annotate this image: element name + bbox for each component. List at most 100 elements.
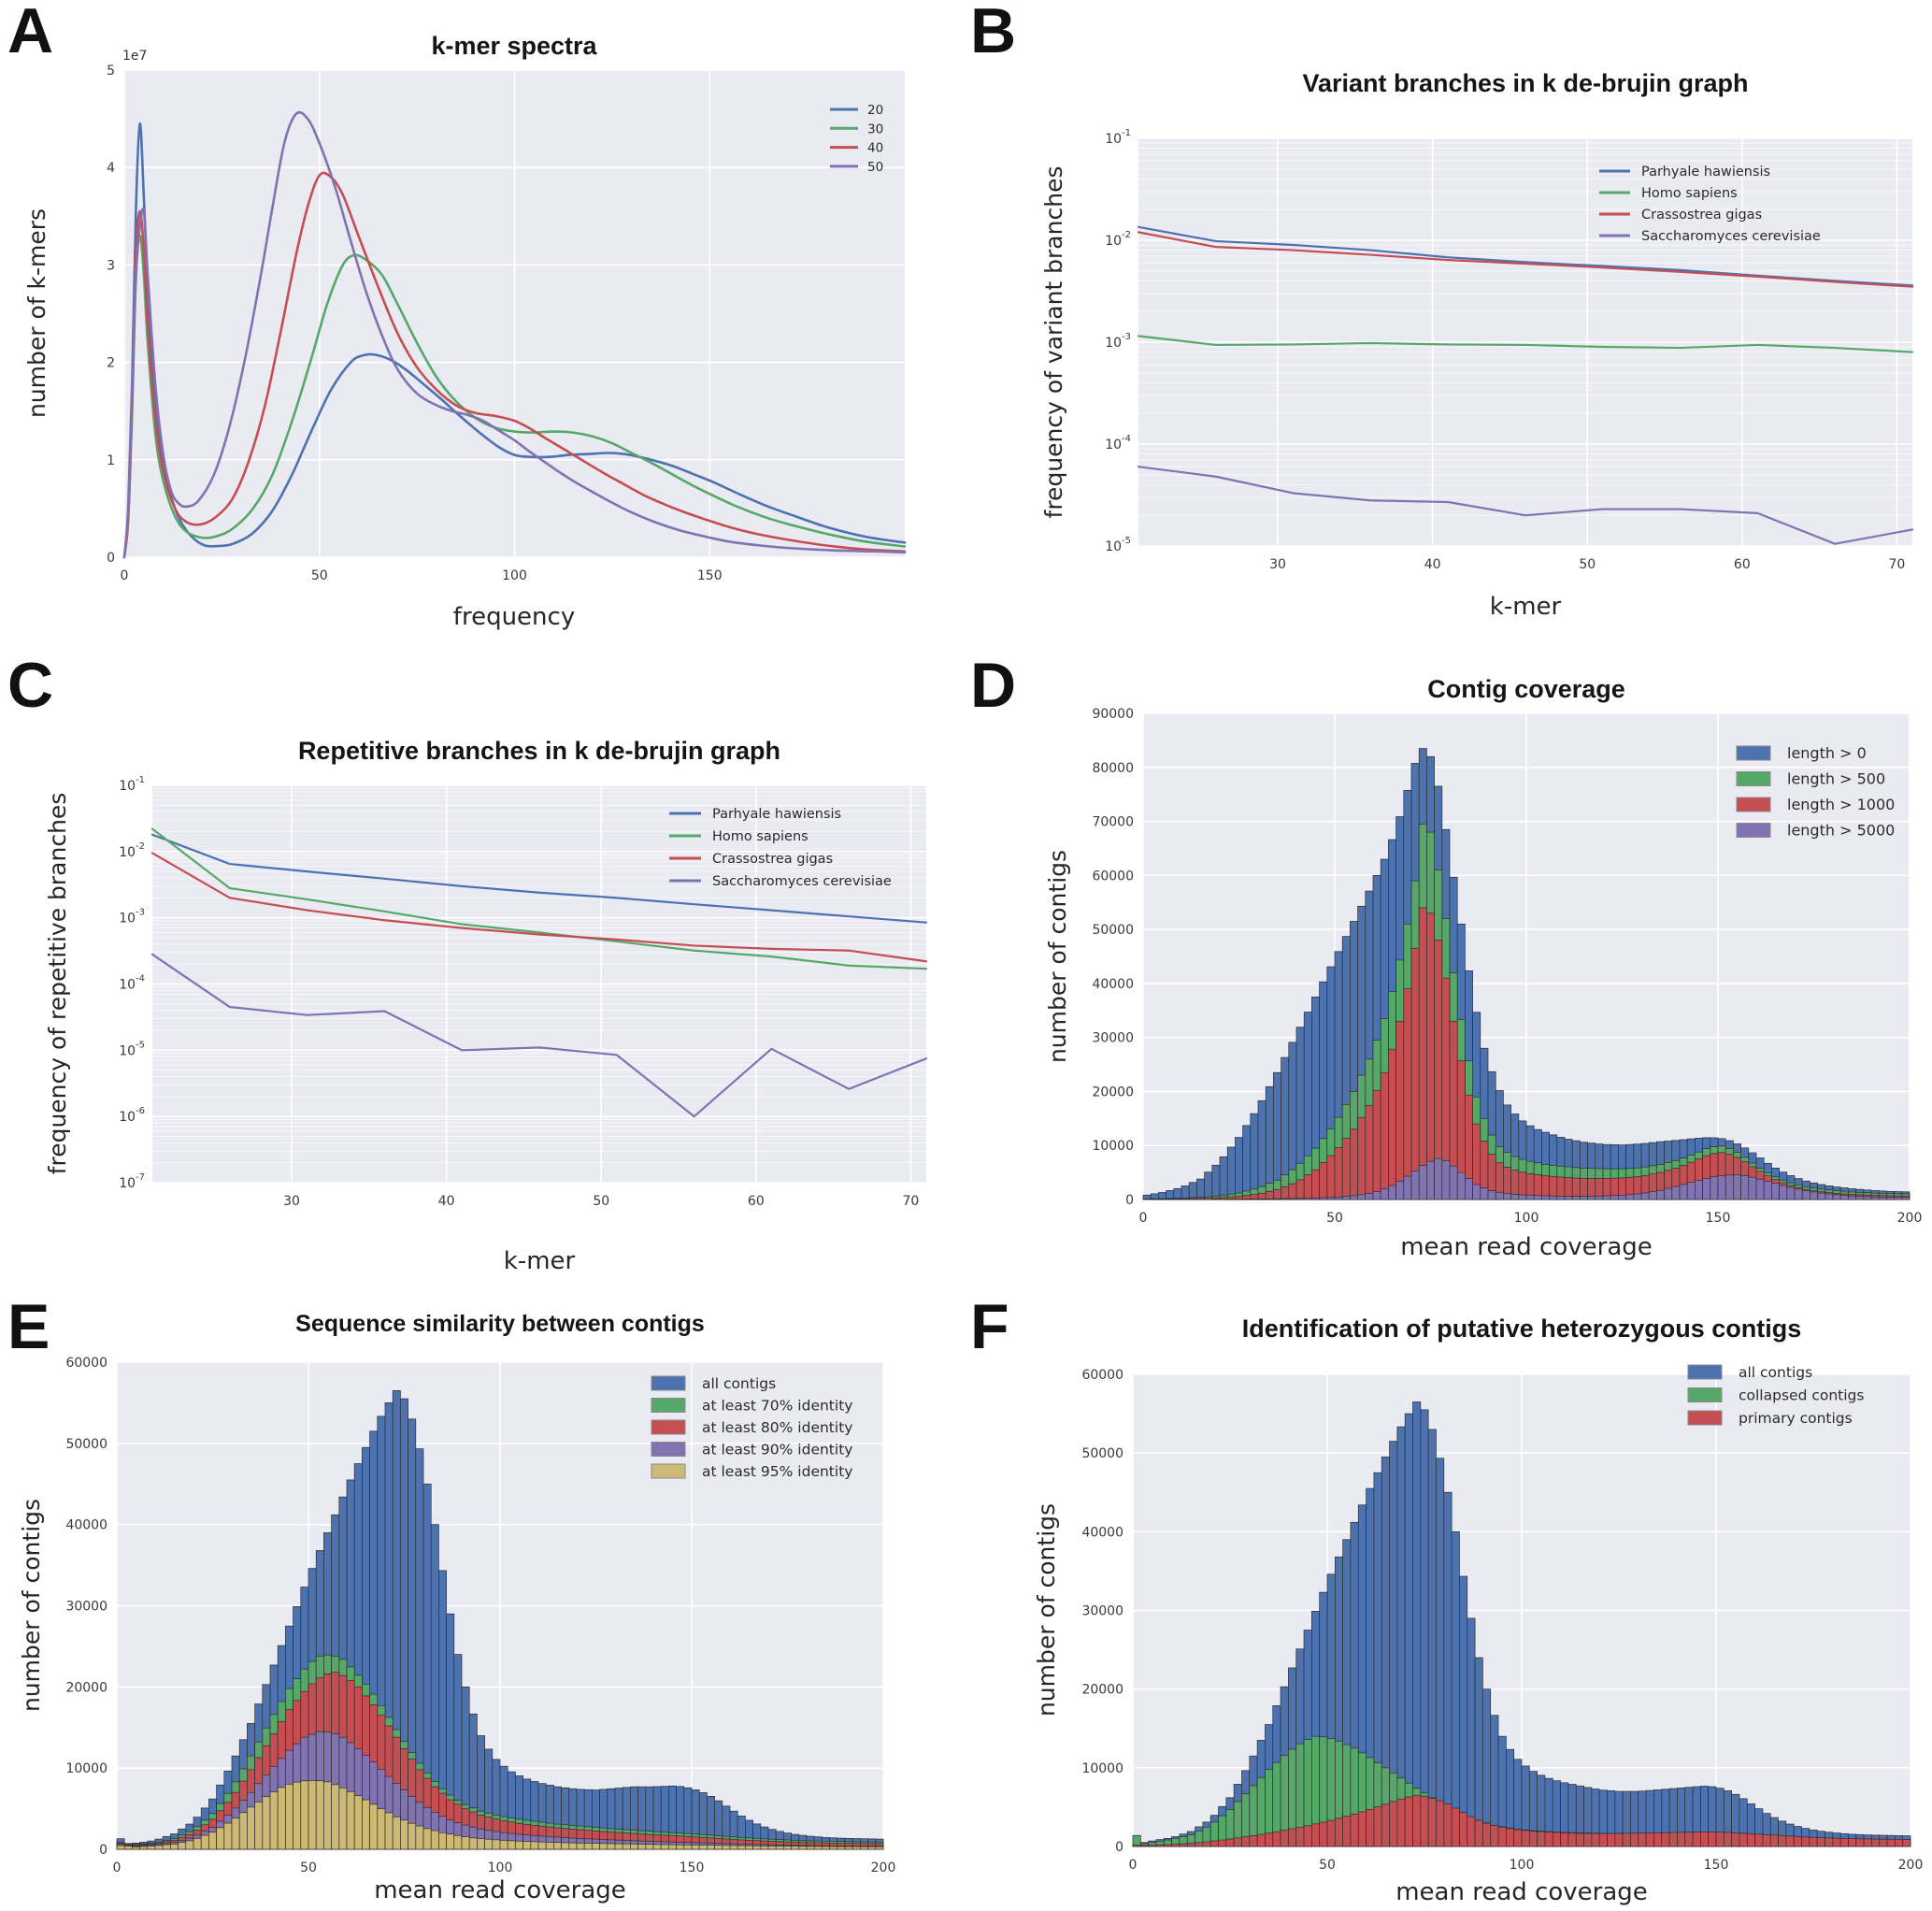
panel-e-title: Sequence similarity between contigs (295, 1311, 705, 1337)
svg-text:10-6: 10-6 (119, 1106, 145, 1125)
panel-b-xlabel: k-mer (1490, 593, 1562, 621)
svg-text:Parhyale hawiensis: Parhyale hawiensis (1641, 165, 1770, 180)
svg-text:primary contigs: primary contigs (1739, 1410, 1853, 1427)
panel-d: 0 50 100 150 200 0 10000 20000 30000 40000 50000 60… (963, 654, 1932, 1290)
svg-text:20000: 20000 (65, 1680, 107, 1695)
svg-text:10-1: 10-1 (119, 775, 145, 794)
svg-text:50: 50 (311, 568, 328, 583)
svg-text:40000: 40000 (1081, 1525, 1123, 1540)
svg-text:50000: 50000 (1081, 1446, 1123, 1461)
svg-text:10-4: 10-4 (1105, 434, 1131, 453)
svg-text:all contigs: all contigs (1739, 1364, 1812, 1381)
svg-text:80000: 80000 (1092, 761, 1134, 776)
svg-text:10-5: 10-5 (1105, 536, 1131, 554)
svg-text:10-5: 10-5 (119, 1040, 145, 1058)
svg-text:70: 70 (903, 1194, 920, 1209)
svg-text:20000: 20000 (1081, 1683, 1123, 1698)
svg-text:150: 150 (697, 568, 723, 583)
svg-text:0: 0 (113, 1861, 122, 1875)
panel-f-chart: 0 50 100 150 200 0 10000 20000 30000 40000 50000 60… (1033, 1315, 1924, 1906)
panel-d-xlabel: mean read coverage (1400, 1233, 1653, 1261)
svg-text:100: 100 (1510, 1858, 1535, 1873)
svg-text:50: 50 (867, 160, 883, 175)
svg-text:collapsed contigs: collapsed contigs (1739, 1387, 1864, 1404)
svg-text:at least 70% identity: at least 70% identity (702, 1398, 852, 1415)
svg-text:Homo sapiens: Homo sapiens (712, 829, 809, 844)
svg-text:30: 30 (283, 1194, 300, 1209)
svg-text:1: 1 (107, 453, 115, 468)
panel-e: 0 50 100 150 200 0 10000 20000 30000 40000 50000 60… (0, 1290, 963, 1911)
svg-text:length > 0: length > 0 (1787, 744, 1867, 762)
svg-text:all contigs: all contigs (702, 1375, 776, 1392)
panel-a-chart: 0 50 100 150 0 1 2 3 4 5 20 30 40 50 k-mer spectra fr… (23, 32, 907, 631)
svg-text:150: 150 (680, 1861, 705, 1875)
svg-text:100: 100 (502, 568, 527, 583)
svg-text:50: 50 (1326, 1211, 1343, 1226)
panel-a-axis-offset: 1e7 (122, 49, 147, 64)
panel-f-letter: F (970, 1291, 1009, 1362)
svg-text:100: 100 (488, 1861, 513, 1875)
svg-text:70: 70 (1889, 557, 1906, 572)
svg-text:0: 0 (121, 568, 129, 583)
svg-text:30000: 30000 (65, 1600, 107, 1615)
panel-c-xlabel: k-mer (504, 1247, 576, 1275)
panel-c: 30 40 50 60 70 10-1 10-2 10-3 10-4 10-5 10-6 10-7 Pa… (0, 654, 963, 1290)
svg-text:at least 90% identity: at least 90% identity (702, 1442, 852, 1458)
svg-text:length > 5000: length > 5000 (1787, 822, 1895, 840)
svg-text:Crassostrea gigas: Crassostrea gigas (712, 852, 833, 867)
svg-text:40: 40 (867, 141, 883, 156)
panel-b-letter: B (970, 0, 1016, 66)
panel-f-title: Identification of putative heterozygous … (1242, 1315, 1802, 1343)
panel-e-xlabel: mean read coverage (374, 1876, 626, 1904)
svg-text:60000: 60000 (1092, 869, 1134, 884)
svg-text:150: 150 (1706, 1211, 1731, 1226)
svg-text:50: 50 (593, 1194, 609, 1209)
svg-text:10-2: 10-2 (119, 841, 145, 860)
svg-text:30000: 30000 (1081, 1604, 1123, 1619)
svg-text:40: 40 (1424, 557, 1441, 572)
svg-text:10-2: 10-2 (1105, 230, 1131, 249)
svg-text:30: 30 (867, 122, 883, 136)
panel-b-title: Variant branches in k de-brujin graph (1302, 69, 1748, 97)
panel-c-ylabel: frequency of repetitive branches (44, 793, 71, 1175)
svg-text:30: 30 (1269, 557, 1286, 572)
svg-text:Crassostrea gigas: Crassostrea gigas (1641, 208, 1762, 223)
svg-text:40000: 40000 (65, 1518, 107, 1533)
panel-d-ylabel: number of contigs (1044, 850, 1071, 1063)
svg-text:150: 150 (1704, 1858, 1729, 1873)
svg-text:at least 80% identity: at least 80% identity (702, 1419, 852, 1436)
panel-f-xlabel: mean read coverage (1395, 1878, 1648, 1906)
svg-text:length > 500: length > 500 (1787, 770, 1885, 788)
svg-text:Homo sapiens: Homo sapiens (1641, 186, 1738, 201)
panel-b-chart: 30 40 50 60 70 10-1 10-2 10-3 10-4 10-5 Parhyale h… (1040, 69, 1914, 621)
svg-text:10-1: 10-1 (1105, 128, 1131, 147)
svg-text:0: 0 (107, 551, 115, 566)
svg-text:50: 50 (300, 1861, 317, 1875)
svg-text:10-7: 10-7 (119, 1172, 145, 1191)
svg-text:70000: 70000 (1092, 815, 1134, 830)
svg-text:0: 0 (1125, 1193, 1134, 1208)
svg-text:Saccharomyces cerevisiae: Saccharomyces cerevisiae (1641, 229, 1821, 244)
svg-text:3: 3 (107, 258, 115, 273)
svg-text:60: 60 (1734, 557, 1751, 572)
panel-f-ylabel: number of contigs (1033, 1503, 1060, 1717)
svg-text:200: 200 (1897, 1211, 1923, 1226)
panel-e-ylabel: number of contigs (18, 1499, 45, 1712)
panel-e-letter: E (7, 1291, 50, 1362)
svg-text:10-3: 10-3 (1105, 332, 1131, 351)
svg-text:50: 50 (1579, 557, 1596, 572)
svg-text:at least 95% identity: at least 95% identity (702, 1463, 852, 1480)
svg-text:0: 0 (99, 1843, 107, 1858)
panel-b-ylabel: frequency of variant branches (1040, 166, 1067, 519)
svg-text:90000: 90000 (1092, 707, 1134, 722)
svg-text:10-3: 10-3 (119, 908, 145, 927)
panel-a: 0 50 100 150 0 1 2 3 4 5 20 30 40 50 k-mer spectra fr… (0, 0, 963, 654)
panel-b: 30 40 50 60 70 10-1 10-2 10-3 10-4 10-5 Parhyale h… (963, 0, 1932, 654)
panel-d-chart: 0 50 100 150 200 0 10000 20000 30000 40000 50000 60… (1044, 675, 1923, 1261)
panel-d-letter: D (970, 654, 1016, 721)
svg-text:60000: 60000 (65, 1356, 107, 1371)
svg-text:60000: 60000 (1081, 1368, 1123, 1383)
svg-text:200: 200 (1898, 1858, 1924, 1873)
svg-text:50: 50 (1319, 1858, 1336, 1873)
panel-c-chart: 30 40 50 60 70 10-1 10-2 10-3 10-4 10-5 10-6 10-7 Pa… (44, 737, 928, 1275)
